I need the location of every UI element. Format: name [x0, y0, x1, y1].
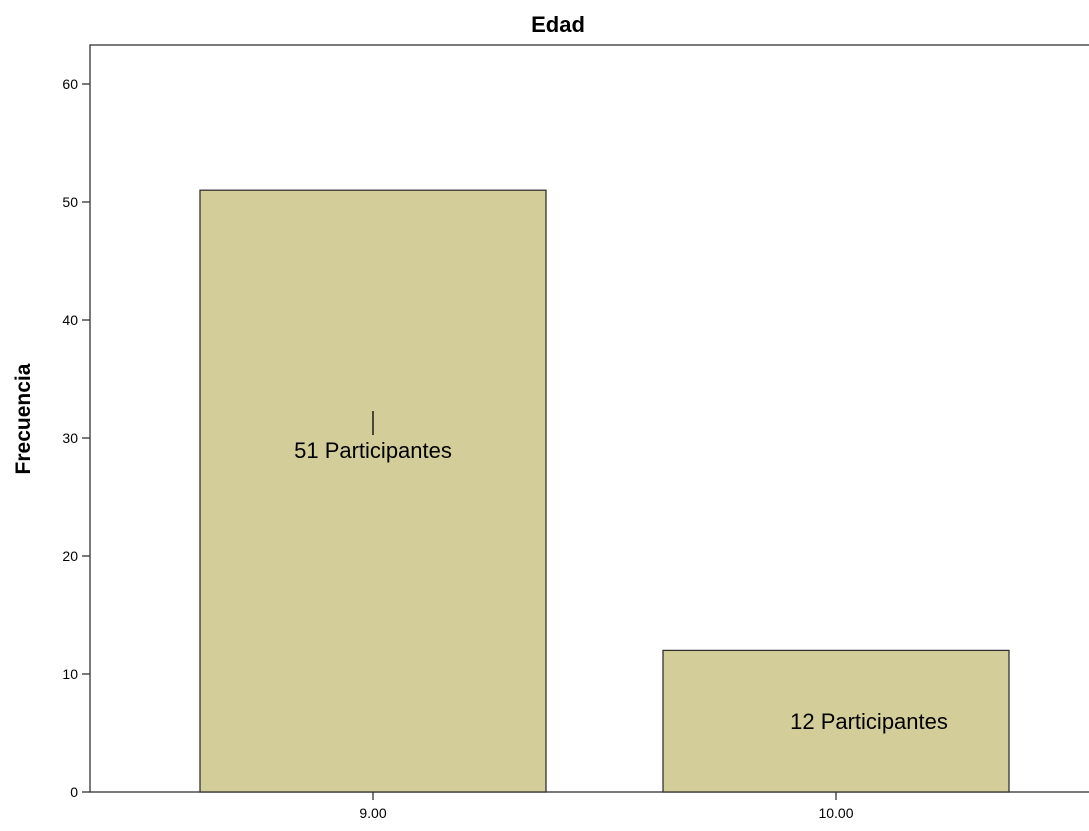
x-tick-label-9-00: 9.00	[359, 805, 386, 821]
bar-9-00	[199, 189, 547, 793]
bar-annotation-9-00: 51 Participantes	[294, 438, 452, 463]
y-tick-label-50: 50	[62, 194, 78, 210]
y-tick-label-0: 0	[70, 784, 78, 800]
plot-area: 0 10 20 30 40 50 60 9.00 10.00 51 Participantes 12…	[62, 44, 1089, 821]
y-tick-label-20: 20	[62, 548, 78, 564]
y-tick-label-40: 40	[62, 312, 78, 328]
y-axis-label: Frecuencia	[12, 363, 35, 474]
y-tick-label-60: 60	[62, 76, 78, 92]
x-tick-label-10-00: 10.00	[818, 805, 853, 821]
y-tick-label-30: 30	[62, 430, 78, 446]
chart-title: Edad	[531, 12, 585, 37]
bar-annotation-10-00: 12 Participantes	[790, 709, 948, 734]
bar-10-00	[662, 649, 1010, 793]
y-tick-label-10: 10	[62, 666, 78, 682]
